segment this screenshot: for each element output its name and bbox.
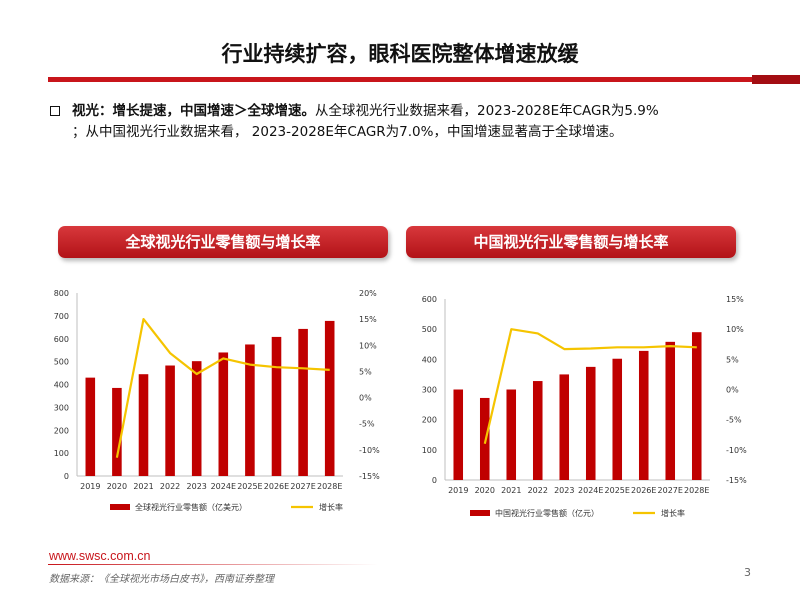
bar-2020 — [112, 387, 122, 476]
x-tick-label: 2025E — [237, 482, 262, 491]
y-left-tick-label: 200 — [54, 426, 69, 435]
x-tick-label: 2019 — [80, 482, 100, 491]
x-tick-label: 2027E — [290, 482, 315, 491]
footer-divider — [48, 564, 378, 565]
bar-2024E — [585, 366, 596, 480]
bullet-point: 视光：增长提速，中国增速＞全球增速。从全球视光行业数据来看，2023-2028E… — [50, 101, 765, 143]
y-left-tick-label: 0 — [64, 472, 69, 481]
x-tick-label: 2023 — [554, 486, 574, 495]
x-tick-label: 2022 — [160, 482, 180, 491]
y-right-tick-label: 5% — [359, 367, 372, 376]
bullet-square-icon — [50, 106, 60, 116]
y-left-tick-label: 600 — [422, 295, 437, 304]
bar-2022 — [165, 365, 175, 476]
bar-2028E — [691, 332, 702, 480]
legend-bar-label: 全球视光行业零售额（亿美元） — [135, 502, 247, 512]
legend-line-label: 增长率 — [661, 508, 685, 518]
global-optical-chart: 0 100 200 300 400 500 600 700 800 -15% -10% -5% 0% 5%… — [35, 282, 410, 522]
y-right-tick-label: 10% — [726, 325, 744, 334]
growth-rate-line — [483, 328, 697, 445]
x-tick-label: 2020 — [107, 482, 127, 491]
y-right-tick-label: 15% — [726, 295, 744, 304]
legend-bar-swatch — [110, 504, 130, 510]
x-tick-label: 2021 — [501, 486, 521, 495]
title-underline-accent — [752, 75, 800, 84]
legend-bar-swatch — [470, 510, 490, 516]
y-right-tick-label: -15% — [726, 476, 747, 485]
x-tick-label: 2024E — [578, 486, 603, 495]
bullet-line1: 从全球视光行业数据来看，2023-2028E年CAGR为5.9% — [315, 103, 659, 119]
footer-source: 数据来源：《全球视光市场白皮书》，西南证券整理 — [49, 574, 274, 585]
y-left-tick-label: 700 — [54, 312, 69, 321]
bullet-line2: ；从中国视光行业数据来看， 2023-2028E年CAGR为7.0%，中国增速显… — [72, 124, 623, 140]
y-left-tick-label: 600 — [54, 335, 69, 344]
title-underline-main — [48, 77, 752, 82]
chart-svg: 0 100 200 300 400 500 600 700 800 -15% -10% -5% 0% 5%… — [54, 289, 380, 512]
china-optical-chart: 0 100 200 300 400 500 600 -15% -10% -5% 0% 5% 10% 15%… — [413, 287, 750, 522]
bar-2023 — [559, 374, 570, 480]
bar-2021 — [506, 389, 517, 480]
y-left-tick-label: 800 — [54, 289, 69, 298]
legend-line-label: 增长率 — [319, 502, 343, 512]
y-right-tick-label: -10% — [359, 446, 380, 455]
bar-2020 — [479, 397, 490, 480]
y-left-tick-label: 100 — [54, 449, 69, 458]
y-left-tick-label: 0 — [432, 476, 437, 485]
bar-2028E — [324, 320, 335, 476]
y-left-tick-label: 500 — [422, 325, 437, 334]
global-chart-header: 全球视光行业零售额与增长率 — [58, 226, 388, 258]
bar-2026E — [271, 336, 282, 476]
x-tick-label: 2021 — [133, 482, 153, 491]
bar-2026E — [638, 350, 649, 480]
x-tick-label: 2028E — [684, 486, 709, 495]
bar-2027E — [665, 341, 676, 480]
bar-2022 — [532, 381, 543, 480]
bar-2025E — [612, 358, 623, 480]
y-right-tick-label: 0% — [726, 386, 739, 395]
china-chart-header: 中国视光行业零售额与增长率 — [406, 226, 736, 258]
bar-2019 — [85, 377, 96, 476]
x-tick-label: 2019 — [448, 486, 468, 495]
x-tick-label: 2024E — [211, 482, 236, 491]
x-tick-label: 2027E — [658, 486, 683, 495]
y-left-tick-label: 300 — [54, 403, 69, 412]
y-left-tick-label: 400 — [54, 381, 69, 390]
bar-2024E — [218, 352, 229, 476]
bar-2019 — [453, 389, 464, 480]
bar-2025E — [245, 344, 255, 476]
y-left-tick-label: 200 — [422, 416, 437, 425]
legend-bar-label: 中国视光行业零售额（亿元） — [495, 508, 599, 518]
y-right-tick-label: 20% — [359, 289, 377, 298]
x-tick-label: 2025E — [605, 486, 630, 495]
title-underline-bar — [0, 75, 800, 84]
y-right-tick-label: -15% — [359, 472, 380, 481]
page-number: 3 — [744, 566, 751, 579]
bar-2021 — [138, 374, 149, 476]
y-right-tick-label: -10% — [726, 446, 747, 455]
x-tick-label: 2028E — [317, 482, 342, 491]
y-left-tick-label: 400 — [422, 355, 437, 364]
x-tick-label: 2020 — [475, 486, 495, 495]
y-right-tick-label: 5% — [726, 355, 739, 364]
y-left-tick-label: 500 — [54, 358, 69, 367]
x-tick-label: 2026E — [264, 482, 289, 491]
bullet-lead: 视光：增长提速，中国增速＞全球增速。 — [72, 103, 315, 119]
footer-url: www.swsc.com.cn — [49, 549, 151, 563]
growth-rate-line — [115, 317, 330, 458]
x-tick-label: 2023 — [187, 482, 207, 491]
bullet-text: 视光：增长提速，中国增速＞全球增速。从全球视光行业数据来看，2023-2028E… — [50, 101, 765, 143]
chart-svg: 0 100 200 300 400 500 600 -15% -10% -5% 0% 5% 10% 15%… — [422, 295, 747, 518]
bar-2023 — [191, 361, 202, 476]
y-left-tick-label: 300 — [422, 386, 437, 395]
y-right-tick-label: -5% — [726, 416, 742, 425]
y-right-tick-label: -5% — [359, 420, 375, 429]
y-left-tick-label: 100 — [422, 446, 437, 455]
x-tick-label: 2026E — [631, 486, 656, 495]
slide-title: 行业持续扩容，眼科医院整体增速放缓 — [221, 42, 579, 66]
bar-2027E — [298, 328, 308, 476]
x-tick-label: 2022 — [528, 486, 548, 495]
y-right-tick-label: 0% — [359, 394, 372, 403]
y-right-tick-label: 10% — [359, 341, 377, 350]
y-right-tick-label: 15% — [359, 315, 377, 324]
